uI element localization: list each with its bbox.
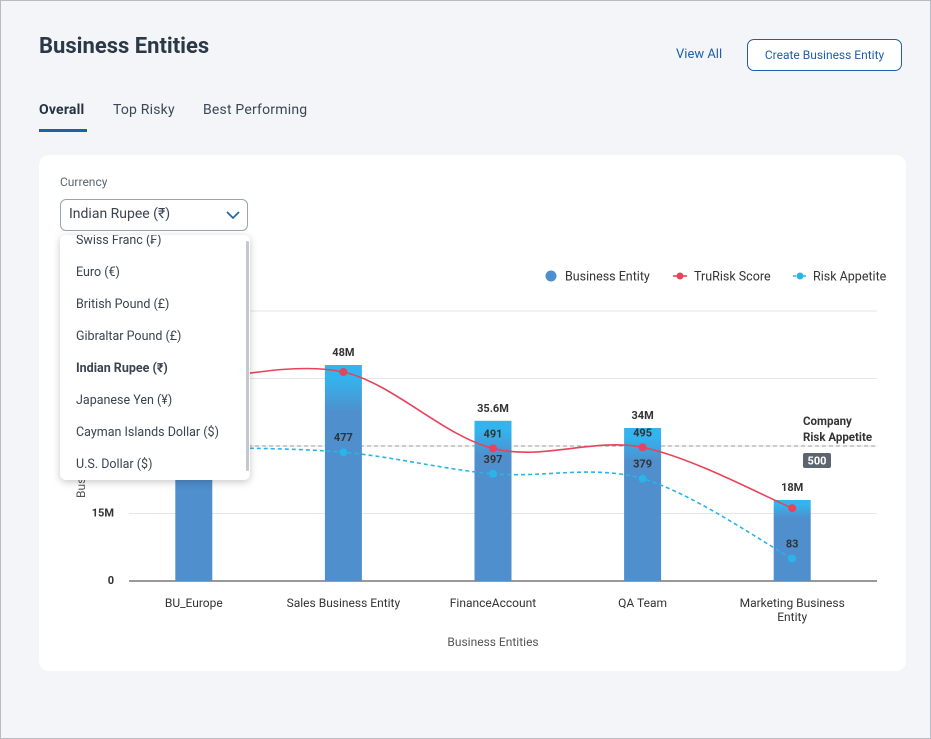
point — [489, 444, 497, 453]
option[interactable]: Japanese Yen (¥) — [76, 393, 173, 408]
point-label: 379 — [633, 458, 652, 471]
currency-label: Currency — [60, 175, 108, 189]
option[interactable]: Euro (€) — [76, 265, 120, 280]
x-tick-label: FinanceAccount — [449, 596, 537, 610]
y-tick-label: 15M — [92, 506, 114, 519]
y-tick-label: 0 — [108, 574, 114, 587]
x-tick-label: BU_Europe — [164, 596, 223, 610]
option[interactable]: British Pound (£) — [76, 297, 170, 312]
bar-value-label: 35.6M — [477, 402, 509, 415]
point — [339, 368, 348, 377]
tab[interactable]: Top Risky — [113, 102, 175, 118]
point-label: 477 — [334, 431, 353, 444]
option[interactable]: Indian Rupee (₹) — [76, 361, 168, 376]
tab-underline — [39, 129, 87, 132]
reference-label: Risk Appetite — [803, 430, 872, 444]
bar-value-label: 34M — [631, 409, 653, 422]
dropdown: Swiss Franc (₣) Euro (€) British Pound (£)… — [60, 235, 250, 480]
legend-label: Business Entity — [565, 270, 650, 285]
point — [788, 554, 797, 563]
option[interactable]: Swiss Franc (₣) — [76, 235, 162, 248]
bar-value-label: 18M — [781, 481, 803, 494]
point — [339, 448, 348, 457]
point — [638, 474, 647, 483]
view-all-link[interactable]: View All — [676, 47, 723, 62]
reference-badge — [803, 453, 831, 468]
tab[interactable]: Overall — [39, 102, 85, 118]
scrollbar — [246, 241, 249, 471]
reference-value: 500 — [808, 455, 827, 468]
x-tick-label: Sales Business Entity — [286, 596, 401, 610]
option[interactable]: Gibraltar Pound (£) — [76, 329, 182, 344]
legend-marker — [676, 272, 684, 280]
select-value: Indian Rupee (₹) — [69, 206, 171, 222]
bar — [624, 428, 662, 581]
bar — [324, 365, 362, 581]
bar — [773, 500, 811, 581]
reference-label: Company — [803, 414, 852, 428]
currency-select[interactable]: Indian Rupee (₹) — [60, 199, 248, 231]
create-button[interactable]: Create Business Entity — [747, 39, 902, 71]
line — [193, 446, 793, 560]
x-tick-label: QA Team — [618, 596, 667, 610]
bar-value-label: 48M — [332, 346, 354, 359]
legend-marker — [796, 272, 804, 280]
title: Business Entities — [39, 34, 210, 59]
legend-marker — [545, 270, 557, 282]
point — [489, 469, 497, 478]
point — [638, 443, 647, 452]
x-tick-label: Marketing Business Entity — [739, 596, 845, 624]
point-label: 495 — [633, 426, 652, 439]
x-axis-label: Business Entities — [447, 635, 539, 649]
legend-label: TruRisk Score — [694, 270, 771, 285]
point-label: 83 — [786, 538, 799, 551]
legend-label: Risk Appetite — [813, 270, 887, 285]
option[interactable]: Cayman Islands Dollar ($) — [76, 425, 219, 440]
chevron — [226, 211, 240, 220]
point-label: 397 — [484, 453, 503, 466]
tab[interactable]: Best Performing — [203, 102, 308, 118]
point-label: 491 — [484, 427, 503, 440]
option[interactable]: U.S. Dollar ($) — [76, 457, 153, 472]
point — [788, 504, 797, 513]
